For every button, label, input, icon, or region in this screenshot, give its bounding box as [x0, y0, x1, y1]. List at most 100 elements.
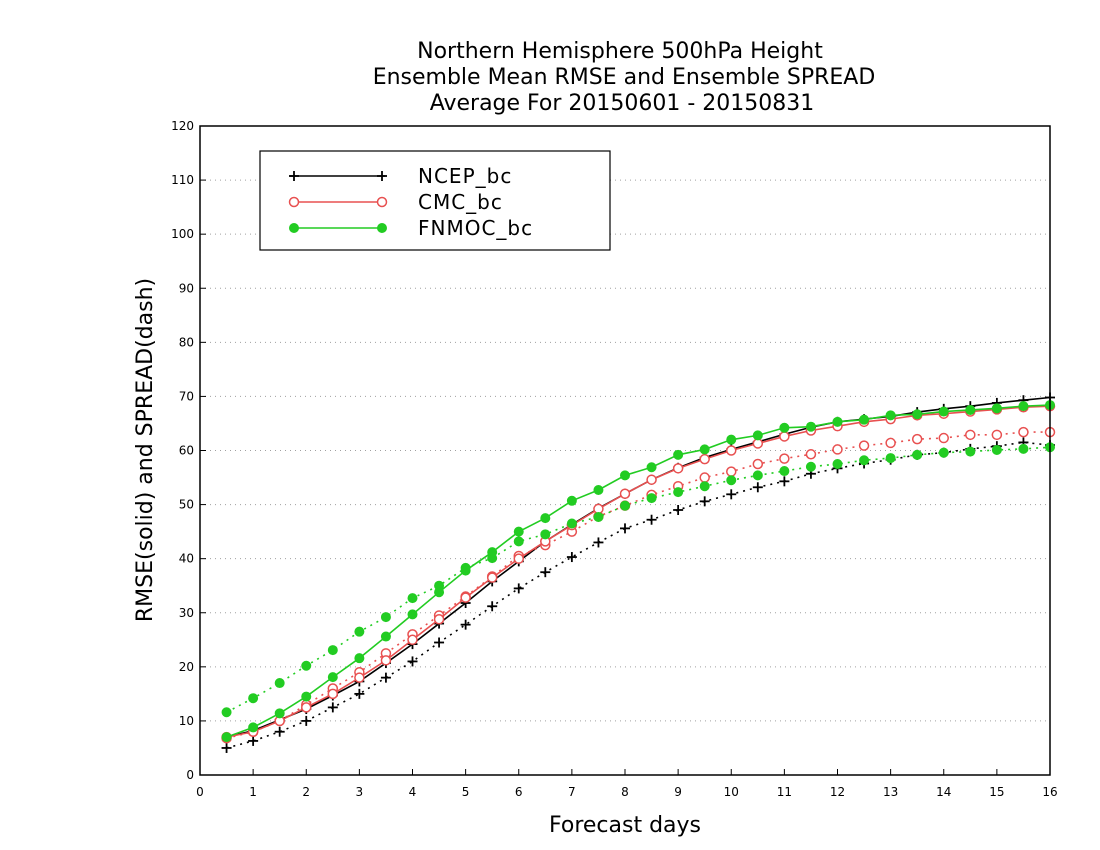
point-fnmoc-bc-spread: [407, 593, 418, 604]
point-fnmoc-bc-rmse: [885, 410, 896, 421]
line-cmc-bc-rmse: [226, 405, 1051, 738]
point-cmc-bc-spread: [699, 472, 710, 483]
point-fnmoc-bc-spread: [646, 493, 657, 504]
y-tick-label: 0: [186, 768, 194, 782]
point-fnmoc-bc-spread: [540, 529, 551, 540]
x-tick-label: 7: [568, 785, 576, 799]
point-fnmoc-bc-rmse: [912, 409, 923, 420]
point-ncep-bc-spread: [646, 514, 657, 525]
y-tick-label: 40: [179, 552, 194, 566]
point-ncep-bc-spread: [699, 496, 710, 507]
point-fnmoc-bc-spread: [991, 444, 1002, 455]
point-fnmoc-bc-rmse: [938, 406, 949, 417]
point-fnmoc-bc-spread: [965, 446, 976, 457]
point-cmc-bc-rmse: [619, 488, 631, 500]
point-cmc-bc-spread: [911, 433, 923, 445]
legend-label: FNMOC_bc: [418, 216, 533, 240]
point-fnmoc-bc-rmse: [380, 631, 391, 642]
point-fnmoc-bc-rmse: [460, 565, 471, 576]
point-ncep-bc-spread: [460, 619, 471, 630]
title-line-3: Average For 20150601 - 20150831: [430, 91, 815, 116]
point-cmc-bc-rmse: [513, 553, 524, 564]
point-fnmoc-bc-spread: [752, 470, 763, 481]
legend-marker: [289, 171, 299, 181]
point-fnmoc-bc-rmse: [407, 609, 418, 620]
point-ncep-bc-spread: [327, 702, 338, 713]
point-fnmoc-bc-spread: [726, 475, 737, 486]
chart-title: Northern Hemisphere 500hPa Height Ensemb…: [373, 39, 876, 116]
point-fnmoc-bc-spread: [513, 536, 524, 547]
point-cmc-bc-spread: [832, 444, 843, 455]
point-fnmoc-bc-spread: [912, 449, 923, 460]
point-ncep-bc-spread: [673, 504, 684, 515]
series-ncep-bc-rmse: [221, 392, 1055, 743]
point-fnmoc-bc-spread: [885, 453, 896, 464]
point-fnmoc-bc-spread: [274, 678, 285, 689]
point-ncep-bc-spread: [248, 735, 259, 746]
x-tick-label: 12: [830, 785, 845, 799]
point-fnmoc-bc-rmse: [354, 653, 365, 664]
title-line-2: Ensemble Mean RMSE and Ensemble SPREAD: [373, 65, 876, 90]
point-cmc-bc-rmse: [433, 613, 445, 625]
point-fnmoc-bc-rmse: [673, 449, 684, 460]
point-fnmoc-bc-spread: [673, 487, 684, 498]
point-fnmoc-bc-spread: [380, 612, 391, 623]
y-tick-label: 90: [179, 281, 194, 295]
point-fnmoc-bc-rmse: [991, 403, 1002, 414]
x-tick-label: 2: [302, 785, 310, 799]
legend-marker: [288, 196, 300, 208]
legend-label: CMC_bc: [418, 190, 503, 214]
legend-item-cmc-bc: CMC_bc: [288, 190, 503, 214]
point-fnmoc-bc-rmse: [540, 513, 551, 524]
point-fnmoc-bc-spread: [1018, 443, 1029, 454]
y-tick-label: 80: [179, 335, 194, 349]
series-fnmoc-bc-spread: [221, 442, 1055, 718]
point-fnmoc-bc-rmse: [859, 414, 870, 425]
series-cmc-bc-spread: [221, 426, 1056, 744]
point-cmc-bc-spread: [885, 437, 896, 449]
point-cmc-bc-spread: [991, 429, 1003, 441]
point-fnmoc-bc-rmse: [805, 421, 816, 432]
point-cmc-bc-rmse: [486, 572, 498, 583]
x-tick-label: 9: [674, 785, 682, 799]
point-ncep-bc-spread: [274, 726, 285, 737]
point-cmc-bc-spread: [965, 429, 976, 441]
point-fnmoc-bc-spread: [301, 660, 312, 671]
point-fnmoc-bc-rmse: [221, 732, 232, 743]
point-fnmoc-bc-spread: [938, 447, 949, 458]
x-tick-label: 16: [1042, 785, 1057, 799]
point-cmc-bc-rmse: [699, 453, 710, 465]
y-tick-label: 30: [179, 606, 194, 620]
point-fnmoc-bc-spread: [832, 459, 843, 470]
y-tick-label: 70: [179, 389, 194, 403]
point-fnmoc-bc-spread: [593, 512, 604, 523]
legend-item-fnmoc-bc: FNMOC_bc: [289, 216, 533, 240]
x-tick-label: 1: [249, 785, 257, 799]
point-fnmoc-bc-rmse: [593, 484, 604, 495]
point-ncep-bc-spread: [221, 742, 232, 753]
point-cmc-bc-rmse: [380, 655, 392, 666]
point-cmc-bc-rmse: [327, 688, 339, 700]
point-fnmoc-bc-rmse: [248, 722, 259, 733]
grid: [200, 179, 1050, 722]
y-tick-label: 10: [179, 714, 194, 728]
point-ncep-bc-spread: [487, 601, 498, 612]
point-cmc-bc-rmse: [460, 592, 471, 603]
point-cmc-bc-spread: [726, 466, 737, 477]
y-axis-label: RMSE(solid) and SPREAD(dash): [133, 278, 158, 622]
point-fnmoc-bc-rmse: [726, 434, 737, 445]
x-tick-label: 3: [356, 785, 364, 799]
x-tick-label: 5: [462, 785, 470, 799]
plot-frame: [199, 125, 1051, 776]
x-tick-label: 4: [409, 785, 417, 799]
point-fnmoc-bc-rmse: [327, 672, 338, 683]
point-cmc-bc-rmse: [672, 463, 684, 474]
point-fnmoc-bc-spread: [620, 500, 630, 511]
legend-marker: [377, 171, 387, 181]
legend-label: NCEP_bc: [418, 164, 512, 188]
point-fnmoc-bc-rmse: [566, 495, 577, 506]
point-ncep-bc-spread: [726, 489, 737, 500]
point-ncep-bc-spread: [407, 656, 418, 667]
point-cmc-bc-rmse: [646, 474, 657, 485]
